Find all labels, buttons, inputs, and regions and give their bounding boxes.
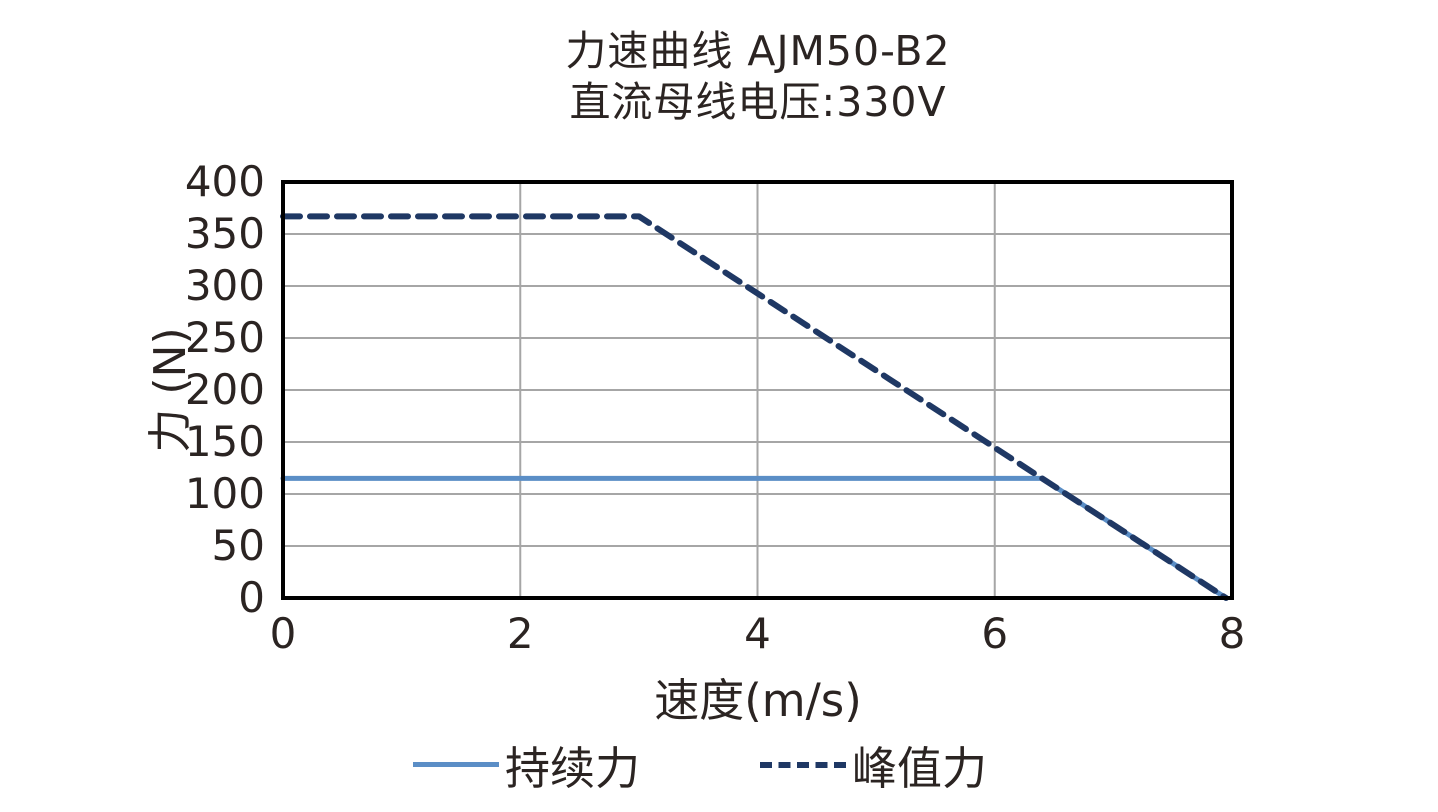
chart-title-line1: 力速曲线 AJM50-B2	[565, 27, 951, 75]
y-tick-label: 150	[184, 417, 265, 466]
solid-line-swatch-icon	[412, 762, 499, 767]
x-tick-label: 8	[1218, 609, 1246, 658]
y-tick-label: 0	[238, 573, 265, 622]
chart-title-line2: 直流母线电压:330V	[569, 78, 947, 126]
y-tick-label: 100	[184, 469, 265, 518]
y-axis-title: 力 (N)	[145, 327, 196, 453]
legend: 持续力 峰值力	[0, 732, 1400, 797]
x-tick-label: 0	[269, 609, 297, 658]
x-tick-label: 6	[981, 609, 1009, 658]
legend-label-continuous-force: 持续力	[504, 742, 640, 795]
legend-label-peak-force: 峰值力	[852, 742, 988, 795]
plot-frame	[281, 180, 1234, 600]
legend-item-continuous-force: 持续力	[412, 732, 640, 797]
y-tick-label: 200	[184, 365, 265, 414]
legend-item-peak-force: 峰值力	[760, 732, 987, 797]
dashed-line-swatch-icon	[760, 761, 846, 768]
x-tick-label: 4	[744, 609, 771, 658]
y-tick-label: 400	[184, 157, 265, 206]
chart-title: 力速曲线 AJM50-B2 直流母线电压:330V	[283, 26, 1233, 128]
x-axis-title: 速度(m/s)	[654, 674, 862, 727]
y-tick-label: 50	[211, 521, 265, 570]
y-tick-label: 350	[184, 209, 265, 258]
y-tick-label: 300	[184, 261, 265, 310]
series-line-1	[280, 213, 1230, 601]
series-line-0	[280, 475, 1229, 601]
y-tick-label: 250	[184, 313, 265, 362]
x-tick-label: 2	[506, 609, 534, 658]
